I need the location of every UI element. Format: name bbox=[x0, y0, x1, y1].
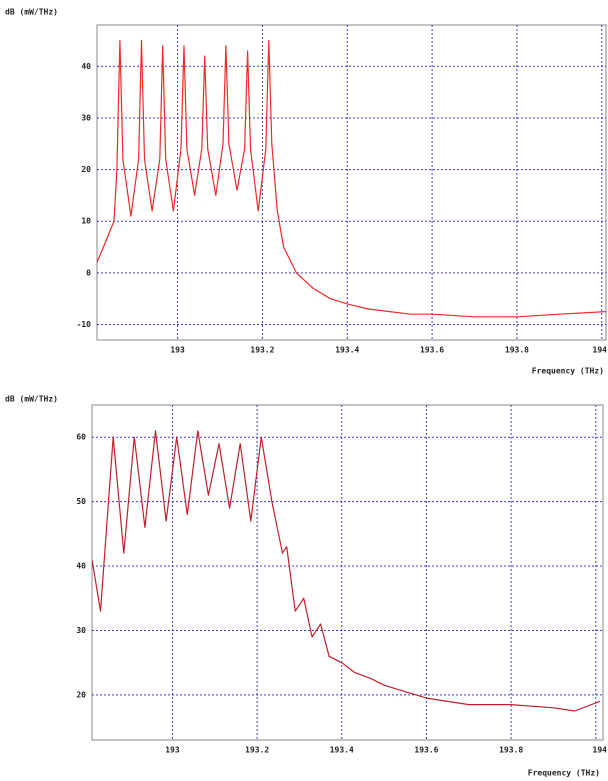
x-axis-label: Frequency (THz) bbox=[528, 769, 600, 778]
y-tick-label: 50 bbox=[76, 497, 86, 506]
y-tick-label: 20 bbox=[81, 165, 91, 174]
spectrum-line bbox=[92, 430, 601, 712]
x-tick-label: 193 bbox=[170, 346, 185, 355]
y-tick-label: 30 bbox=[81, 113, 91, 122]
x-tick-label: 193.6 bbox=[414, 746, 438, 755]
y-tick-label: 0 bbox=[86, 268, 91, 277]
x-tick-label: 193.2 bbox=[245, 746, 269, 755]
y-tick-label: 40 bbox=[76, 562, 86, 571]
y-axis-label: dB (mW/THz) bbox=[5, 8, 58, 17]
plot-frame bbox=[96, 24, 607, 341]
x-tick-label: 193.4 bbox=[335, 346, 359, 355]
x-tick-label: 193 bbox=[165, 746, 180, 755]
x-tick-label: 193.4 bbox=[330, 746, 354, 755]
plot-frame bbox=[91, 404, 604, 741]
y-tick-label: 20 bbox=[76, 690, 86, 699]
x-tick-label: 193.2 bbox=[250, 346, 274, 355]
spectrum-line bbox=[97, 39, 606, 318]
y-tick-label: 60 bbox=[76, 433, 86, 442]
x-tick-label: 194 bbox=[593, 346, 608, 355]
x-tick-label: 193.6 bbox=[420, 346, 444, 355]
y-axis-label: dB (mW/THz) bbox=[5, 395, 58, 404]
y-tick-label: 30 bbox=[76, 626, 86, 635]
x-tick-label: 193.8 bbox=[505, 346, 529, 355]
x-axis-label: Frequency (THz) bbox=[532, 367, 604, 376]
x-tick-label: 193.8 bbox=[499, 746, 523, 755]
y-tick-label: 40 bbox=[81, 62, 91, 71]
y-tick-label: 10 bbox=[81, 217, 91, 226]
x-tick-label: 194 bbox=[593, 746, 608, 755]
y-tick-label: -10 bbox=[77, 320, 92, 329]
